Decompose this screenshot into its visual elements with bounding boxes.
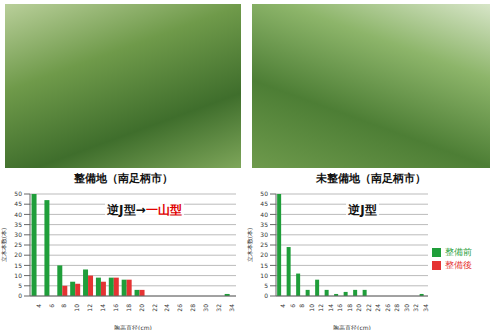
svg-text:25: 25 — [260, 241, 268, 248]
html-text:未整備地（南足柄市）: 未整備地（南足柄市） — [316, 172, 426, 185]
svg-text:22: 22 — [365, 304, 372, 312]
svg-text:22: 22 — [151, 304, 158, 312]
svg-text:6: 6 — [48, 304, 55, 308]
svg-text:30: 30 — [403, 304, 410, 312]
svg-text:20: 20 — [14, 251, 22, 258]
svg-text:45: 45 — [14, 200, 22, 207]
svg-text:10: 10 — [73, 304, 80, 312]
svg-text:5: 5 — [264, 282, 268, 289]
svg-text:4: 4 — [279, 304, 286, 308]
svg-text:胸高直径(cm): 胸高直径(cm) — [114, 324, 152, 330]
svg-text:25: 25 — [14, 241, 22, 248]
svg-text:26: 26 — [384, 304, 391, 312]
svg-text:30: 30 — [260, 231, 268, 238]
html-text:整備地（南足柄市）: 整備地（南足柄市） — [73, 172, 173, 185]
svg-text:16: 16 — [112, 304, 119, 312]
svg-text:30: 30 — [14, 231, 22, 238]
svg-text:15: 15 — [14, 262, 22, 269]
svg-text:32: 32 — [215, 304, 222, 312]
svg-text:20: 20 — [138, 304, 145, 312]
svg-text:0: 0 — [18, 292, 22, 299]
svg-text:10: 10 — [14, 272, 22, 279]
svg-text:立木本数(本): 立木本数(本) — [246, 228, 253, 263]
svg-text:20: 20 — [355, 304, 362, 312]
svg-text:10: 10 — [308, 304, 315, 312]
svg-text:35: 35 — [14, 221, 22, 228]
svg-text:40: 40 — [14, 211, 22, 218]
svg-text:8: 8 — [60, 304, 67, 308]
svg-text:胸高直径(cm): 胸高直径(cm) — [333, 324, 371, 330]
svg-text:16: 16 — [336, 304, 343, 312]
html-text:整備前: 整備前 — [445, 247, 472, 257]
svg-text:32: 32 — [412, 304, 419, 312]
svg-text:12: 12 — [86, 304, 93, 312]
svg-text:28: 28 — [189, 304, 196, 312]
svg-text:15: 15 — [260, 262, 268, 269]
svg-text:6: 6 — [289, 304, 296, 308]
svg-text:10: 10 — [260, 272, 268, 279]
svg-text:8: 8 — [298, 304, 305, 308]
svg-text:18: 18 — [346, 304, 353, 312]
svg-text:35: 35 — [260, 221, 268, 228]
svg-text:34: 34 — [422, 304, 429, 312]
svg-text:4: 4 — [35, 304, 42, 308]
svg-text:20: 20 — [260, 251, 268, 258]
svg-text:18: 18 — [125, 304, 132, 312]
svg-text:40: 40 — [260, 211, 268, 218]
svg-text:30: 30 — [202, 304, 209, 312]
svg-text:45: 45 — [260, 200, 268, 207]
svg-text:5: 5 — [18, 282, 22, 289]
svg-text:0: 0 — [264, 292, 268, 299]
svg-text:28: 28 — [393, 304, 400, 312]
svg-text:立木本数(本): 立木本数(本) — [0, 228, 7, 263]
svg-text:26: 26 — [176, 304, 183, 312]
svg-text:14: 14 — [99, 304, 106, 312]
html-text:逆J型→一山型: 逆J型→一山型 — [107, 203, 182, 217]
svg-text:24: 24 — [163, 304, 170, 312]
svg-text:50: 50 — [14, 190, 22, 197]
html-text:整備後: 整備後 — [445, 260, 472, 270]
svg-text:34: 34 — [228, 304, 235, 312]
html-text:逆J型: 逆J型 — [348, 203, 377, 217]
svg-text:50: 50 — [260, 190, 268, 197]
svg-text:14: 14 — [327, 304, 334, 312]
svg-text:12: 12 — [317, 304, 324, 312]
svg-text:24: 24 — [374, 304, 381, 312]
